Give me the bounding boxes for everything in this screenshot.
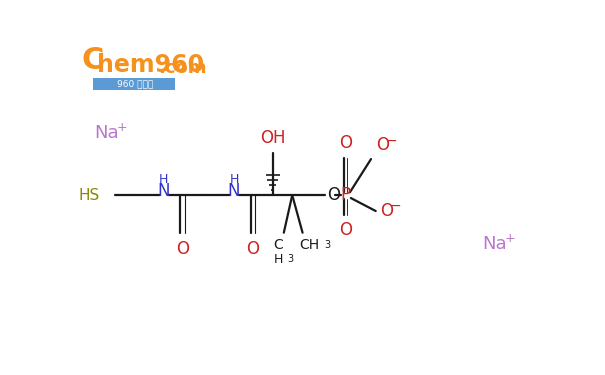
Text: .com: .com [158, 59, 206, 77]
Text: O: O [381, 202, 393, 220]
Text: HS: HS [79, 188, 100, 202]
Text: +: + [505, 232, 515, 245]
Text: O: O [327, 186, 340, 204]
Text: C: C [81, 46, 103, 75]
Text: OH: OH [260, 129, 286, 147]
Text: CH: CH [299, 238, 319, 252]
Text: +: + [117, 121, 128, 134]
Text: P: P [340, 186, 350, 204]
Text: hem960: hem960 [97, 53, 204, 77]
Text: H: H [273, 253, 283, 266]
Text: O: O [339, 134, 352, 152]
Text: Na: Na [483, 235, 507, 253]
Text: −: − [390, 199, 401, 213]
Text: 960 化工网: 960 化工网 [117, 80, 153, 88]
Text: N: N [228, 182, 240, 200]
Text: H: H [159, 173, 168, 186]
Text: O: O [339, 221, 352, 239]
Text: −: − [385, 134, 397, 148]
Text: 3: 3 [324, 240, 330, 250]
Text: Na: Na [94, 124, 119, 142]
Text: H: H [229, 173, 239, 186]
Text: 3: 3 [287, 254, 293, 264]
FancyBboxPatch shape [93, 78, 175, 90]
Text: O: O [176, 240, 189, 258]
Text: O: O [246, 240, 260, 258]
Text: C: C [273, 238, 283, 252]
Text: O: O [376, 136, 388, 154]
Text: N: N [157, 182, 170, 200]
